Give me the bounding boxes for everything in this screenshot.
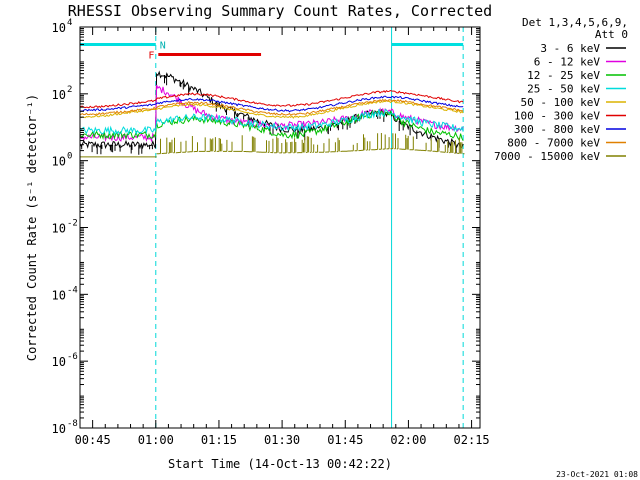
x-tick-label-0: 00:45 (75, 433, 111, 447)
legend-label-5: 100 - 300 keV (514, 110, 600, 123)
x-tick-label-3: 01:30 (264, 433, 300, 447)
y-tick-label-4: 10 (52, 155, 66, 169)
series-line-3 (80, 108, 464, 136)
y-tick-label-3: 10 (52, 222, 66, 236)
night-label: N (160, 40, 166, 51)
x-axis-label: Start Time (14-Oct-13 00:42:22) (168, 457, 392, 471)
legend-header-line-1: Att 0 (595, 28, 628, 41)
legend-label-7: 800 - 7000 keV (507, 137, 600, 150)
date-stamp: 23-Oct-2021 01:08 (556, 470, 638, 479)
plot-frame (79, 26, 481, 429)
y-tick-exponent-5: 2 (67, 85, 72, 95)
y-tick-label-0: 10 (52, 422, 66, 436)
series-line-0 (80, 70, 464, 150)
y-tick-exponent-0: -8 (67, 419, 78, 429)
y-tick-label-6: 10 (52, 21, 66, 35)
chart-title: RHESSI Observing Summary Count Rates, Co… (68, 2, 492, 20)
legend-header-line-0: Det 1,3,4,5,6,9, (522, 16, 628, 29)
legend-label-0: 3 - 6 keV (540, 42, 600, 55)
series-5 (80, 89, 464, 109)
y-tick-exponent-2: -4 (67, 285, 78, 295)
y-tick-exponent-1: -6 (67, 352, 78, 362)
x-tick-label-4: 01:45 (327, 433, 363, 447)
series-3 (80, 108, 464, 136)
plot-series-layer (80, 70, 465, 158)
legend-label-8: 7000 - 15000 keV (494, 150, 600, 163)
legend-label-4: 50 - 100 keV (521, 96, 601, 109)
series-4 (80, 99, 464, 119)
series-line-4 (80, 99, 464, 119)
legend-label-2: 12 - 25 keV (527, 69, 600, 82)
series-line-8 (80, 133, 465, 158)
legend-header: Det 1,3,4,5,6,9,Att 0 (522, 16, 628, 41)
x-tick-label-2: 01:15 (201, 433, 237, 447)
series-7 (80, 98, 464, 117)
y-tick-label-1: 10 (52, 355, 66, 369)
legend-label-1: 6 - 12 keV (534, 56, 601, 69)
y-tick-exponent-3: -2 (67, 219, 78, 229)
legend-label-3: 25 - 50 keV (527, 83, 600, 96)
y-axis-label: Corrected Count Rate (s⁻¹ detector⁻¹) (25, 94, 39, 361)
x-tick-label-6: 02:15 (454, 433, 490, 447)
series-8 (80, 133, 465, 158)
y-tick-label-5: 10 (52, 88, 66, 102)
flare-label: F (148, 51, 154, 62)
series-6 (80, 95, 464, 113)
y-tick-label-2: 10 (52, 288, 66, 302)
y-tick-exponent-4: 0 (67, 152, 72, 162)
x-tick-label-5: 02:00 (390, 433, 426, 447)
series-line-7 (80, 98, 464, 117)
legend-label-6: 300 - 800 keV (514, 123, 600, 136)
x-tick-label-1: 01:00 (138, 433, 174, 447)
annotations-layer: NF (79, 27, 464, 428)
series-line-5 (80, 89, 464, 109)
y-tick-exponent-6: 4 (67, 18, 72, 28)
series-line-6 (80, 95, 464, 113)
